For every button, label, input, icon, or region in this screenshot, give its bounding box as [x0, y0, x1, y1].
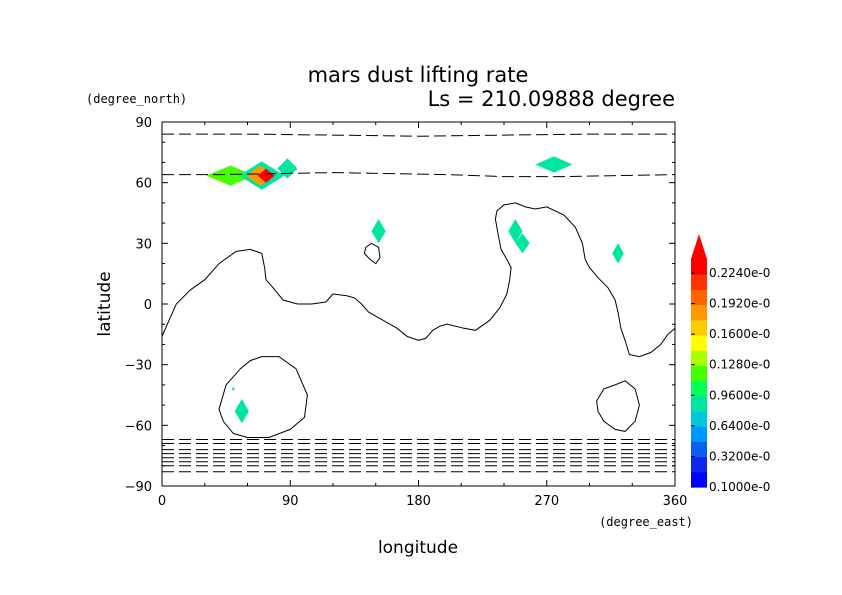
dust-patch-7: [508, 219, 523, 244]
colorbar-label-2: 0.6400e-0: [709, 419, 770, 433]
colorbar-swatch-10: [691, 319, 707, 336]
colorbar-swatch-5: [691, 395, 707, 412]
colorbar-swatch-6: [691, 380, 707, 397]
x-tick-label-4: 360: [663, 494, 688, 509]
y-tick-label-5: −60: [125, 419, 152, 434]
y-tick-label-0: 90: [135, 116, 152, 131]
x-tick-labels: 0 90 180 270 360: [158, 494, 688, 509]
colorbar-swatch-1: [691, 456, 707, 473]
y-tick-label-3: 0: [144, 298, 152, 313]
x-tick-label-2: 180: [406, 494, 431, 509]
colorbar-extend-arrow: [691, 234, 707, 259]
y-tick-label-6: −90: [125, 480, 152, 495]
x-axis-label: longitude: [378, 538, 458, 558]
topography-contour-5: [162, 172, 675, 178]
colorbar-label-1: 0.3200e-0: [709, 449, 770, 463]
dust-patch-10: [234, 399, 249, 424]
topography-contour-3: [596, 380, 640, 432]
colorbar-swatch-13: [691, 274, 707, 290]
topography-contour-2: [218, 356, 308, 438]
colorbar-label-4: 0.1280e-0: [709, 358, 770, 372]
colorbar-swatch-4: [691, 411, 707, 427]
dust-patch-3: [257, 168, 275, 183]
dust-patch-8: [515, 233, 530, 254]
colorbar-swatch-14: [691, 259, 707, 275]
y-tick-label-1: 60: [135, 177, 152, 192]
colorbar-label-3: 0.9600e-0: [709, 388, 770, 402]
dust-patch-6: [371, 219, 386, 244]
colorbar-swatch-8: [691, 350, 707, 366]
colorbar-swatch-3: [691, 426, 707, 442]
axis-ticks: [161, 121, 676, 487]
colorbar-label-5: 0.1600e-0: [709, 327, 770, 341]
topography-contour-0: [162, 202, 675, 358]
y-tick-label-2: 30: [135, 237, 152, 252]
y-tick-label-4: −30: [125, 359, 152, 374]
dust-patch-layer: [206, 156, 624, 424]
dust-patch-9: [612, 243, 624, 264]
colorbar-swatch-11: [691, 304, 707, 321]
x-unit-label: (degree_east): [599, 515, 693, 529]
y-tick-labels: 90 60 30 0 −30 −60 −90: [125, 116, 152, 495]
chart-subtitle: Ls = 210.09888 degree: [428, 87, 675, 111]
x-tick-label-1: 90: [282, 494, 299, 509]
topography-contour-1: [363, 242, 381, 265]
y-unit-label: (degree_north): [86, 92, 187, 106]
colorbar-swatch-2: [691, 441, 707, 458]
colorbar-label-7: 0.2240e-0: [709, 266, 770, 280]
topography-contour-layer: [162, 133, 675, 473]
y-axis-label: latitude: [95, 271, 115, 336]
colorbar-swatch-9: [691, 335, 707, 351]
colorbar-label-6: 0.1920e-0: [709, 297, 770, 311]
colorbar: [691, 234, 707, 488]
dust-patch-0: [206, 165, 255, 186]
topography-contour-4: [162, 133, 675, 137]
colorbar-labels: 0.1000e-0 0.3200e-0 0.6400e-0 0.9600e-0 0.12…: [709, 266, 770, 494]
x-tick-label-0: 0: [158, 494, 166, 509]
colorbar-label-0: 0.1000e-0: [709, 480, 770, 494]
dust-patch-11: [231, 386, 235, 391]
colorbar-swatch-7: [691, 365, 707, 382]
dust-patch-5: [535, 156, 573, 173]
chart-title: mars dust lifting rate: [308, 63, 529, 87]
x-tick-label-3: 270: [534, 494, 559, 509]
colorbar-swatch-12: [691, 289, 707, 306]
colorbar-swatch-0: [691, 471, 707, 488]
